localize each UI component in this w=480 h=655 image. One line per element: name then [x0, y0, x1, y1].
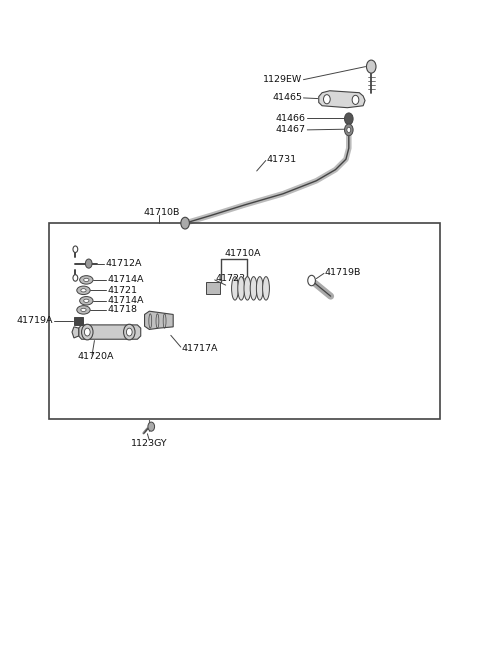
Text: 41731: 41731	[267, 155, 297, 164]
Polygon shape	[144, 311, 173, 329]
Bar	[205, 282, 220, 294]
Ellipse shape	[263, 276, 269, 300]
Bar	[49, 223, 441, 419]
Text: 41723: 41723	[215, 274, 245, 283]
Ellipse shape	[81, 309, 86, 312]
Bar	[74, 317, 83, 325]
Circle shape	[347, 127, 351, 132]
Circle shape	[324, 95, 330, 103]
Text: 41714A: 41714A	[108, 275, 144, 284]
Text: 41721: 41721	[108, 286, 137, 295]
Circle shape	[85, 259, 92, 268]
Circle shape	[126, 328, 132, 336]
Text: 41719A: 41719A	[16, 316, 53, 326]
Circle shape	[181, 217, 190, 229]
Ellipse shape	[80, 297, 93, 305]
Circle shape	[123, 324, 135, 340]
Text: 41720A: 41720A	[78, 352, 114, 362]
Ellipse shape	[81, 289, 86, 292]
Circle shape	[82, 324, 93, 340]
Text: 41714A: 41714A	[108, 296, 144, 305]
Circle shape	[308, 275, 315, 286]
Polygon shape	[79, 325, 141, 339]
Circle shape	[366, 60, 376, 73]
Ellipse shape	[77, 286, 90, 295]
Polygon shape	[319, 91, 365, 107]
Ellipse shape	[84, 278, 89, 282]
Text: 41712A: 41712A	[106, 259, 142, 268]
Circle shape	[73, 274, 78, 281]
Text: 1129EW: 1129EW	[263, 75, 302, 84]
Text: 41466: 41466	[276, 113, 306, 122]
Text: 41465: 41465	[272, 94, 302, 102]
Circle shape	[345, 124, 353, 136]
Text: 41717A: 41717A	[182, 344, 218, 353]
Circle shape	[345, 113, 353, 124]
Ellipse shape	[80, 276, 93, 284]
Text: 41710B: 41710B	[144, 208, 180, 217]
Ellipse shape	[238, 276, 245, 300]
Ellipse shape	[250, 276, 257, 300]
Circle shape	[84, 328, 90, 336]
Text: 1123GY: 1123GY	[131, 439, 168, 448]
Circle shape	[148, 422, 155, 431]
Ellipse shape	[84, 299, 89, 303]
Text: 41719B: 41719B	[325, 267, 361, 276]
Text: 41467: 41467	[276, 125, 306, 134]
Ellipse shape	[244, 276, 251, 300]
Ellipse shape	[231, 276, 239, 300]
Polygon shape	[72, 327, 79, 338]
Text: 41710A: 41710A	[225, 249, 261, 257]
Ellipse shape	[256, 276, 263, 300]
Text: 41718: 41718	[108, 305, 137, 314]
Ellipse shape	[77, 306, 90, 314]
Circle shape	[73, 246, 78, 252]
Circle shape	[352, 96, 359, 104]
